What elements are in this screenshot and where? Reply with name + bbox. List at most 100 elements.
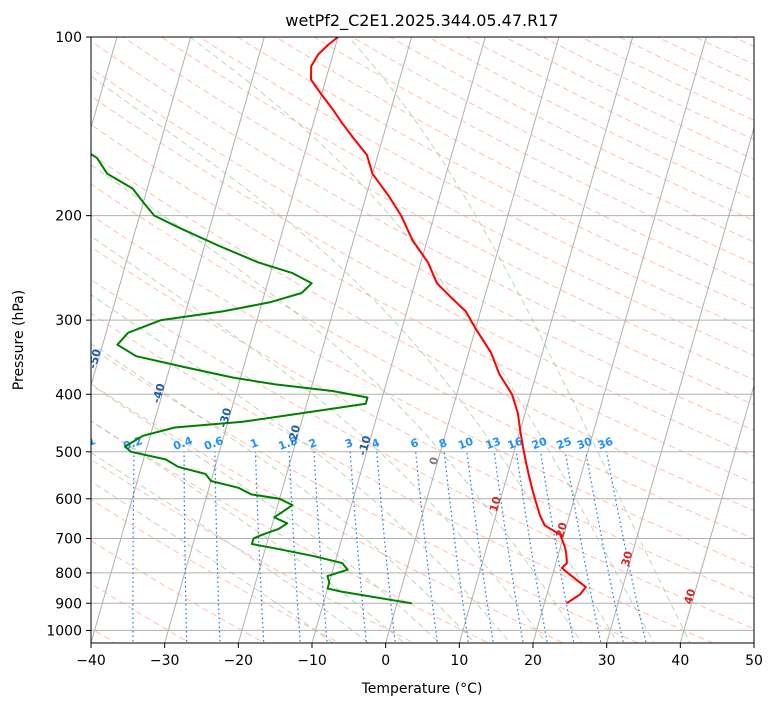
dry-adiabat-line <box>351 37 754 243</box>
mixing-ratio-label: 0.1 <box>75 434 98 453</box>
isotherm-label: 20 <box>553 521 570 540</box>
plot-frame <box>90 36 755 644</box>
dry-adiabat-line <box>91 383 565 643</box>
dry-adiabat-line <box>91 124 754 484</box>
y-tick-label: 800 <box>55 566 82 582</box>
mixing-ratio-line <box>443 451 470 643</box>
dry-adiabat-line <box>427 37 754 201</box>
chart-title: wetPf2_C2E1.2025.344.05.47.R17 <box>285 11 558 31</box>
dry-adiabat-line <box>91 347 640 643</box>
dry-adiabat-line <box>91 40 754 406</box>
mixing-ratio-label: 2 <box>307 436 319 451</box>
y-axis-ticks: 100 200 300 400 500 600 700 800 900 1000 <box>46 30 91 639</box>
x-tick-label: −30 <box>150 653 180 669</box>
y-tick-label: 500 <box>55 445 82 461</box>
x-axis-title: Temperature (°C) <box>361 681 483 697</box>
mixing-ratio-label: 25 <box>555 435 574 452</box>
mixing-ratio-label: 0.4 <box>171 434 194 453</box>
x-tick-label: −10 <box>297 653 327 669</box>
x-tick-label: 20 <box>524 653 542 669</box>
dry-adiabat-line <box>503 37 754 160</box>
dry-adiabat-line <box>91 67 754 431</box>
dry-adiabat-line <box>236 37 754 310</box>
moist-adiabat-line <box>348 37 691 643</box>
isotherm-label: -20 <box>285 423 303 446</box>
moist-adiabat-line <box>91 480 334 643</box>
isotherm-grid <box>91 37 754 643</box>
mixing-ratio-line <box>515 451 548 643</box>
isotherm-label: -50 <box>86 347 104 370</box>
sounding-series <box>91 37 587 605</box>
mixing-ratio-label: 20 <box>530 435 549 453</box>
x-tick-label: 0 <box>381 653 390 669</box>
isotherm-line <box>164 37 339 643</box>
mixing-ratio-label: 16 <box>506 435 525 453</box>
dry-adiabat-line <box>91 459 415 643</box>
y-tick-label: 200 <box>55 209 82 225</box>
mixing-ratio-line <box>132 451 135 643</box>
mixing-ratio-label: 1 <box>248 436 260 451</box>
isotherm-line <box>458 37 634 643</box>
dry-adiabat-line <box>732 37 754 48</box>
moist-adiabat-line <box>91 164 583 643</box>
isopleth-labels: -100-90-80-70-60-50-40-30-20-10010203040… <box>75 347 699 606</box>
dry-adiabat-line <box>274 37 754 287</box>
isotherm-line <box>91 37 265 643</box>
isotherm-label: -10 <box>356 434 374 457</box>
x-tick-label: −20 <box>224 653 254 669</box>
dewpoint-line <box>91 152 412 605</box>
moist-adiabat-line <box>189 37 655 643</box>
mixing-ratio-line <box>540 451 575 643</box>
mixing-ratio-label: 30 <box>575 435 594 453</box>
dry-adiabat-line <box>91 246 754 599</box>
isotherm-line <box>385 37 560 643</box>
mixing-ratio-label: 1.5 <box>277 434 300 453</box>
mixing-ratio-label: 0.6 <box>202 434 225 453</box>
dry-adiabat-line <box>91 95 754 457</box>
isotherm-line <box>237 37 413 643</box>
dry-adiabat-line <box>91 183 754 540</box>
dry-adiabat-line <box>91 420 490 643</box>
dry-adiabat-line <box>160 37 754 357</box>
dry-adiabat-line <box>122 37 754 381</box>
moist-adiabat-line <box>91 342 476 643</box>
mixing-ratio-label: 4 <box>370 436 382 451</box>
mixing-ratio-line <box>466 451 494 643</box>
mixing-ratio-line <box>183 451 188 643</box>
mixing-ratio-label: 6 <box>409 436 421 451</box>
dry-adiabat-line <box>715 11 775 655</box>
isotherm-line <box>606 125 754 643</box>
isotherm-label: 0 <box>427 455 442 466</box>
mixing-ratio-lines <box>83 451 647 655</box>
dry-adiabat-line <box>694 37 754 65</box>
dry-adiabat-line <box>312 37 754 265</box>
dry-adiabat-line <box>91 582 191 643</box>
moist-adiabat-line <box>91 235 547 643</box>
mixing-ratio-line <box>288 451 301 643</box>
dry-adiabat-line <box>465 37 754 180</box>
dry-adiabat-line <box>91 279 754 630</box>
mixing-ratio-line <box>83 452 88 655</box>
mixing-ratio-label: 3 <box>343 436 355 451</box>
plot-area: -100-90-80-70-60-50-40-30-20-10010203040… <box>75 11 775 655</box>
x-tick-label: 50 <box>745 653 763 669</box>
mixing-ratio-line <box>254 451 265 643</box>
dry-adiabat-line <box>753 11 775 655</box>
isotherm-label: -30 <box>216 406 234 429</box>
isotherm-label: -40 <box>150 382 168 405</box>
dry-adiabat-line <box>579 37 754 121</box>
dry-adiabat-line <box>198 37 754 333</box>
mixing-ratio-line <box>349 451 367 643</box>
isotherm-label: 10 <box>487 495 504 514</box>
x-tick-label: −40 <box>76 653 106 669</box>
y-tick-label: 400 <box>55 387 82 403</box>
dry-adiabat-line <box>91 540 266 643</box>
temperature-line <box>310 37 587 605</box>
dry-adiabat-line <box>541 37 754 141</box>
mixing-ratio-label: 8 <box>437 436 449 451</box>
y-tick-label: 100 <box>55 30 82 46</box>
mixing-ratio-line <box>376 451 396 643</box>
mixing-ratio-label: 10 <box>456 435 475 453</box>
isotherm-label: 40 <box>682 587 699 606</box>
dry-adiabat-line <box>389 37 754 222</box>
